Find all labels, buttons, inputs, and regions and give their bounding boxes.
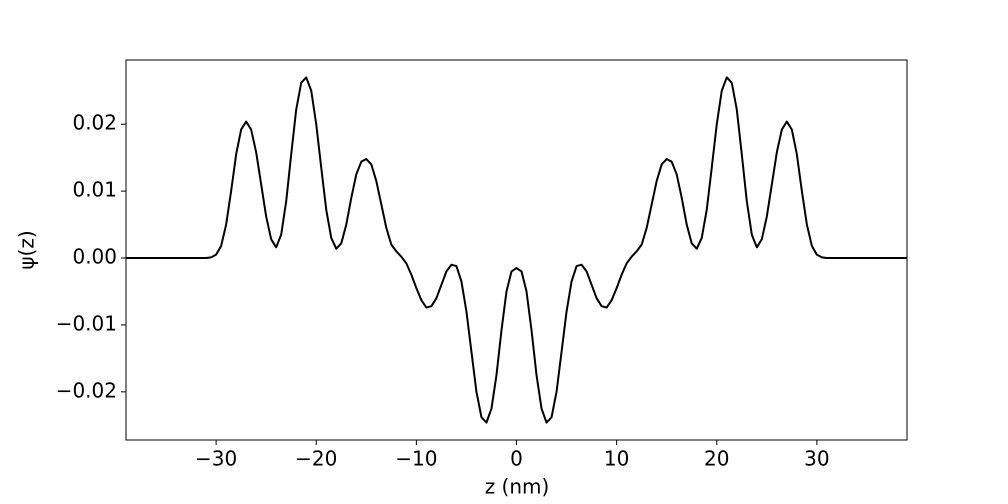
line-series	[126, 76, 907, 424]
y-tick-label: 0.00	[72, 245, 117, 269]
x-tick-label: 10	[604, 447, 629, 471]
x-tick-label: 30	[804, 447, 829, 471]
x-tick-label: 0	[510, 447, 523, 471]
plot-frame	[125, 59, 908, 441]
y-axis-label: ψ(z)	[15, 230, 39, 269]
y-tick-label: 0.02	[72, 111, 117, 135]
x-tick-label: 20	[704, 447, 729, 471]
y-tick-label: −0.02	[56, 378, 117, 402]
x-tick-label: −20	[295, 447, 337, 471]
x-tick-label: −30	[195, 447, 237, 471]
x-tick-label: −10	[395, 447, 437, 471]
x-axis-label: z (nm)	[485, 475, 550, 499]
y-tick-label: −0.01	[56, 311, 117, 335]
y-tick-label: 0.01	[72, 178, 117, 202]
